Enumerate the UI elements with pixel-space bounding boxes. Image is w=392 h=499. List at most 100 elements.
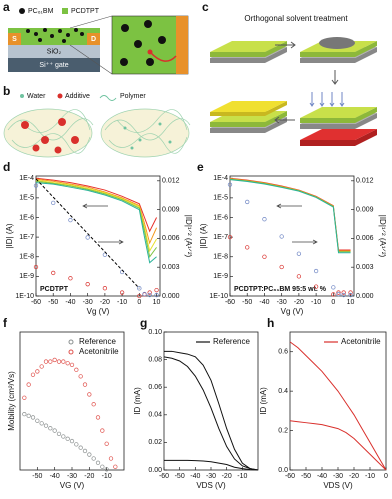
marker (52, 357, 57, 363)
x-tick-label: 0 (137, 299, 141, 306)
legend-dot (57, 93, 63, 99)
legend-marker (68, 339, 74, 345)
marker (147, 292, 152, 298)
legend-label: Reference (213, 337, 250, 346)
y2-tick-label: 0.000 (162, 293, 180, 300)
arrow (275, 41, 296, 49)
panel-label: h (267, 316, 274, 330)
y-tick-label: 1E-6 (19, 214, 34, 221)
marker (245, 245, 250, 250)
series-line (229, 178, 351, 253)
x-tick-label: -20 (100, 299, 110, 306)
x-tick-label: -50 (175, 473, 185, 480)
x-tick-label: -30 (206, 473, 216, 480)
marker (56, 359, 62, 364)
x-tick-label: -30 (333, 473, 343, 480)
x-tick-label: -40 (190, 473, 200, 480)
marker (154, 287, 159, 293)
marker (33, 264, 39, 270)
marker (56, 431, 62, 437)
marker (95, 415, 101, 420)
marker (65, 361, 70, 366)
marker (154, 292, 159, 298)
y2-tick-label: 0.003 (162, 264, 180, 271)
marker (30, 372, 36, 377)
y-axis-label: Mobility (cm²/Vs) (7, 371, 16, 431)
marker (108, 456, 114, 461)
marker (119, 290, 125, 295)
marker (69, 438, 75, 444)
y-tick-label: 0.04 (148, 412, 162, 419)
marker (245, 199, 250, 205)
marker (48, 426, 53, 431)
series-line (35, 182, 157, 264)
x-tick-label: 10 (347, 299, 355, 306)
y-tick-label: 0.08 (148, 356, 162, 363)
charge-path (149, 51, 177, 62)
y-tick-label: 0.4 (278, 388, 288, 395)
marker (22, 395, 27, 400)
marker (35, 369, 40, 374)
series-line (35, 177, 158, 233)
polymer-network (3, 108, 191, 158)
y-axis-label: |ID| (A) (5, 223, 14, 248)
panel-label: c (202, 0, 209, 14)
marker (78, 374, 83, 379)
marker (296, 274, 302, 279)
marker (91, 456, 96, 461)
marker (22, 411, 27, 417)
marker (336, 291, 341, 297)
panel-label: d (3, 160, 10, 174)
water-dots (123, 122, 172, 150)
marker (51, 270, 56, 276)
y-tick-label: 1E-8 (213, 254, 228, 261)
series-line (164, 350, 259, 471)
axis-arrow (292, 239, 318, 245)
axis-arrow (98, 239, 124, 245)
x-tick-label: -10 (365, 473, 375, 480)
y-tick-label: 0.00 (148, 467, 162, 474)
marker (100, 428, 105, 433)
marker (296, 251, 302, 256)
marker (104, 467, 109, 472)
marker (279, 264, 284, 270)
x-tick-label: 10 (153, 299, 161, 306)
marker (26, 382, 31, 387)
marker (313, 284, 319, 289)
marker (142, 291, 147, 297)
x-tick-label: -10 (117, 299, 127, 306)
panel-label: f (3, 316, 8, 330)
marker (69, 362, 75, 368)
film (8, 28, 100, 45)
legend-swatch (62, 8, 68, 14)
drain (87, 33, 100, 45)
legend-dot (19, 8, 25, 14)
slab-side (210, 47, 287, 63)
marker (61, 359, 66, 364)
arrow (331, 70, 339, 85)
marker (68, 276, 73, 281)
marker (313, 268, 319, 274)
x-axis-label: Vg (V) (281, 307, 304, 316)
slab-side (210, 111, 287, 127)
marker (279, 234, 284, 239)
marker (85, 235, 90, 240)
source-label: S (12, 36, 17, 43)
y-tick-label: 1E-7 (213, 234, 228, 241)
y-tick-label: 0.10 (148, 329, 162, 336)
slab-side (300, 129, 377, 146)
series-line (35, 180, 157, 258)
y2-axis-label: |ID|¹ᐟ² (A¹ᐟ²) (184, 215, 193, 258)
series-line (289, 341, 387, 471)
slab-side (210, 117, 287, 133)
x-tick-label: -60 (159, 473, 169, 480)
legend-label: Water (27, 93, 46, 100)
zoom-electrode (176, 16, 188, 74)
x-tick-label: -60 (31, 299, 41, 306)
y2-tick-label: 0.006 (356, 235, 374, 242)
gate-label: Si⁺⁺ gate (39, 62, 68, 69)
marker (78, 445, 83, 450)
marker (227, 182, 233, 187)
oxide (8, 45, 100, 58)
